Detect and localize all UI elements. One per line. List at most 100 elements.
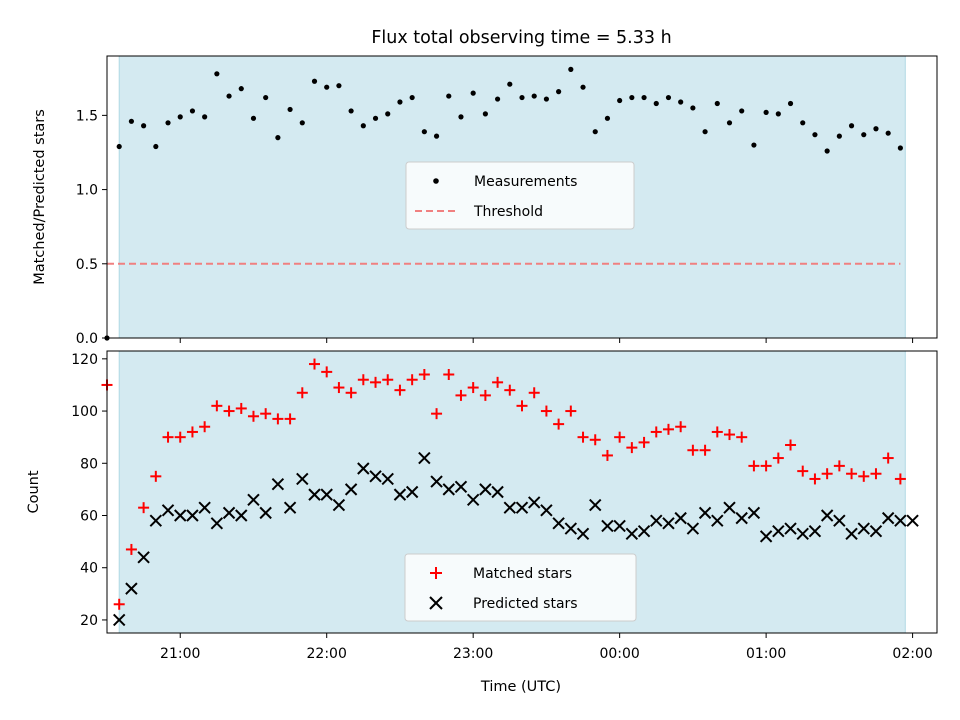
- measurement-point: [116, 143, 122, 150]
- matched-point: [309, 358, 320, 370]
- measurement-point: [482, 111, 488, 117]
- measurement-point: [238, 86, 244, 92]
- predicted-point: [454, 480, 468, 493]
- measurement-point: [763, 109, 769, 115]
- matched-point: [186, 426, 198, 438]
- measurement-point: [690, 105, 696, 111]
- matched-point: [174, 431, 186, 443]
- legend-matched-label: Matched stars: [473, 566, 572, 582]
- measurement-point: [641, 94, 647, 101]
- measurement-point: [141, 123, 147, 129]
- predicted-point: [650, 514, 663, 527]
- predicted-point: [674, 511, 687, 525]
- measurement-point: [604, 115, 611, 121]
- matched-point: [394, 384, 406, 396]
- matched-point: [553, 418, 565, 430]
- matched-point: [370, 376, 382, 388]
- matched-point: [321, 366, 333, 378]
- top-y-tick-label: 1.5: [76, 108, 98, 124]
- predicted-point: [405, 485, 419, 499]
- matched-point: [882, 452, 894, 464]
- matched-point: [516, 400, 528, 412]
- measurement-point: [751, 142, 757, 148]
- measurement-point: [250, 115, 257, 121]
- legend-predicted-label: Predicted stars: [473, 596, 578, 612]
- top-panel: 0.0 0.5 1.0 1.5 Matched/Predicted stars Mea…: [32, 55, 938, 347]
- predicted-point: [308, 488, 321, 501]
- measurement-point: [336, 83, 342, 89]
- measurement-point: [543, 96, 550, 102]
- bottom-y-tick-label: 80: [80, 456, 98, 472]
- measurement-point: [580, 84, 586, 90]
- measurement-point: [873, 126, 879, 132]
- top-y-tick-label: 1.0: [76, 183, 98, 199]
- matched-point: [199, 421, 211, 433]
- matched-point: [846, 468, 858, 480]
- top-y-tick-label: 0.5: [76, 257, 98, 273]
- matched-point: [296, 387, 308, 399]
- matched-point: [284, 413, 296, 425]
- measurement-point: [592, 129, 598, 135]
- predicted-point: [235, 509, 248, 522]
- matched-point: [724, 429, 735, 441]
- predicted-point: [820, 509, 834, 522]
- predicted-point: [137, 551, 150, 564]
- predicted-point: [833, 514, 846, 527]
- predicted-point: [576, 527, 590, 540]
- measurements-series: [104, 66, 903, 341]
- predicted-point: [698, 506, 712, 520]
- measurement-point: [287, 106, 293, 113]
- matched-point: [162, 431, 174, 443]
- predicted-point: [161, 504, 175, 517]
- predicted-point: [491, 485, 504, 499]
- measurement-point: [824, 148, 830, 154]
- bottom-y-tick-label: 100: [71, 404, 98, 420]
- bottom-x-tick-label: 21:00: [160, 646, 200, 662]
- bottom-y-axis-label: Count: [26, 470, 42, 513]
- predicted-point: [552, 517, 565, 530]
- matched-point: [699, 444, 711, 456]
- matched-point: [382, 374, 394, 386]
- predicted-point: [296, 472, 309, 486]
- predicted-stars-series: [112, 451, 919, 627]
- predicted-point: [320, 488, 333, 501]
- measurement-point: [665, 94, 672, 101]
- matched-point: [748, 460, 760, 472]
- predicted-point: [723, 501, 736, 514]
- matched-point: [797, 465, 809, 477]
- predicted-point: [503, 501, 517, 514]
- matched-point: [589, 434, 601, 446]
- predicted-point: [894, 514, 907, 527]
- measurement-point: [421, 129, 427, 135]
- measurement-point: [470, 90, 476, 96]
- matched-point: [125, 543, 137, 555]
- predicted-point: [601, 519, 614, 533]
- measurement-point: [263, 94, 269, 101]
- predicted-point: [222, 506, 236, 520]
- predicted-point: [186, 509, 199, 522]
- predicted-point: [479, 483, 492, 496]
- bottom-x-tick-label: 01:00: [746, 646, 786, 662]
- predicted-point: [881, 511, 895, 525]
- predicted-point: [711, 514, 724, 527]
- predicted-point: [540, 504, 553, 517]
- measurement-point: [397, 99, 403, 105]
- matched-point: [443, 369, 455, 380]
- bottom-x-tick-label: 02:00: [892, 646, 932, 662]
- matched-point: [662, 423, 674, 435]
- measurement-point: [458, 114, 464, 120]
- matched-point: [418, 369, 430, 380]
- bottom-x-tick-label: 22:00: [307, 646, 347, 662]
- measurement-point: [214, 71, 220, 77]
- measurement-point: [861, 132, 867, 138]
- measurement-point: [433, 133, 440, 139]
- predicted-point: [418, 451, 431, 465]
- measurement-point: [678, 99, 684, 105]
- matched-point: [467, 382, 479, 394]
- top-legend-box: [405, 161, 635, 230]
- matched-point: [577, 431, 589, 443]
- matched-point: [809, 473, 821, 485]
- matched-point: [894, 473, 906, 485]
- measurement-point: [494, 96, 501, 102]
- predicted-point: [247, 493, 260, 507]
